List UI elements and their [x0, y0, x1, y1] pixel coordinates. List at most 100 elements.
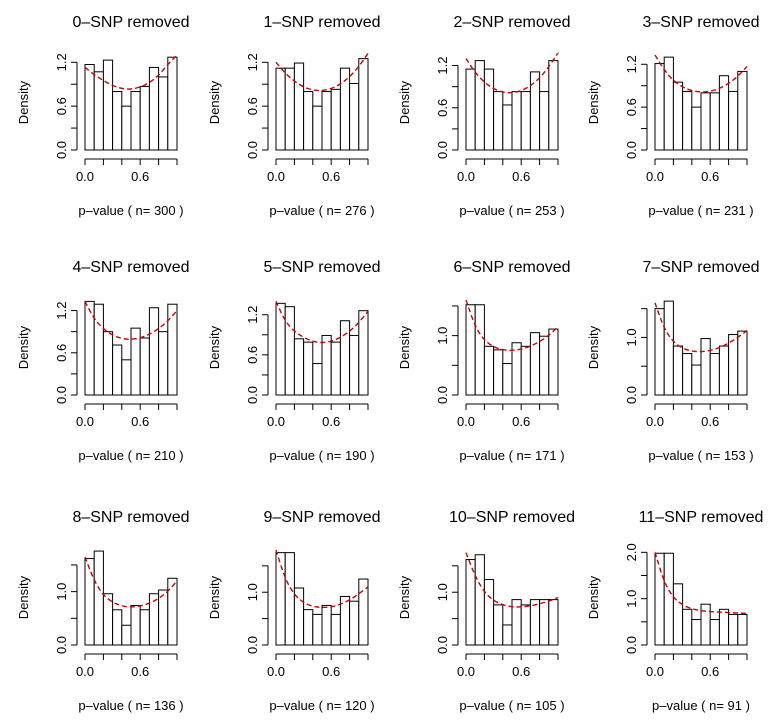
histogram-bar: [349, 83, 360, 151]
y-tick-label: 0.0: [435, 386, 450, 404]
density-fit-line: [275, 53, 369, 92]
histogram-bar: [718, 345, 730, 396]
x-tick-label: 0.6: [322, 169, 340, 184]
histogram-bar: [303, 91, 314, 151]
density-fit-line: [84, 54, 178, 90]
histogram-bar: [539, 599, 550, 646]
histogram-bar: [529, 71, 541, 151]
histogram-bar: [102, 59, 114, 151]
histogram-bar: [358, 310, 369, 396]
histogram-bar: [167, 303, 178, 396]
histogram-bar: [321, 334, 332, 396]
histogram-bar: [728, 334, 739, 396]
histogram-bar: [130, 605, 141, 646]
density-fit-line: [654, 552, 748, 615]
histogram-bar: [84, 558, 95, 646]
histogram-bar: [321, 604, 332, 646]
histogram-bar: [139, 337, 150, 396]
histogram-bar: [672, 583, 684, 646]
histogram-bar: [330, 341, 341, 396]
histogram-panel-9: 9–SNP removed Density p–value ( n= 120 ) 0.…: [207, 509, 381, 713]
histogram-bar: [700, 92, 711, 151]
histogram-bar: [284, 306, 295, 396]
histogram-bar: [112, 609, 123, 646]
histogram-bar: [148, 307, 160, 396]
density-fit-line: [465, 552, 559, 608]
y-tick-label: 0.0: [624, 636, 639, 654]
histogram-bar: [303, 609, 314, 646]
histogram-bar: [312, 105, 323, 151]
histogram-bar: [284, 552, 295, 646]
y-tick-label: 0.0: [245, 141, 260, 159]
density-fit-line: [654, 302, 748, 353]
histogram-bar: [321, 91, 332, 151]
histogram-bar: [502, 104, 513, 151]
y-axis-label: Density: [207, 80, 222, 124]
histogram-bar: [167, 56, 178, 151]
histogram-bar: [539, 335, 550, 396]
histogram-bar: [483, 68, 495, 151]
histogram-bar: [330, 88, 341, 151]
y-tick-label: 1.2: [54, 53, 69, 71]
histogram-bar: [502, 624, 513, 646]
panel-title: 10–SNP removed: [449, 509, 575, 526]
x-axis-label: p–value ( n= 210 ): [78, 448, 183, 463]
density-fit-line: [84, 301, 178, 340]
x-axis-label: p–value ( n= 300 ): [78, 203, 183, 218]
y-axis-label: Density: [586, 575, 601, 619]
x-tick-label: 0.0: [76, 414, 94, 429]
x-tick-label: 0.6: [701, 169, 719, 184]
y-tick-label: 0.0: [435, 636, 450, 654]
y-tick-label: 1.2: [54, 302, 69, 320]
histogram-bar: [682, 90, 693, 151]
y-tick-label: 0.6: [245, 97, 260, 115]
x-tick-label: 0.0: [646, 169, 664, 184]
histogram-panel-3: 3–SNP removed Density p–value ( n= 231 ) 0.…: [586, 14, 760, 218]
x-axis-label: p–value ( n= 136 ): [78, 698, 183, 713]
histogram-bar: [339, 320, 351, 396]
y-tick-label: 0.0: [624, 141, 639, 159]
histogram-bar: [358, 58, 369, 151]
histogram-bar: [539, 91, 550, 151]
y-tick-label: 0.0: [435, 141, 450, 159]
histogram-bar: [93, 71, 104, 151]
histogram-bar: [502, 363, 513, 396]
y-tick-label: 1.2: [624, 55, 639, 73]
x-tick-label: 0.6: [512, 664, 530, 679]
y-axis-label: Density: [16, 80, 31, 124]
x-tick-label: 0.6: [322, 414, 340, 429]
panel-title: 5–SNP removed: [263, 259, 380, 276]
histogram-bar: [718, 608, 730, 646]
histogram-bar: [167, 577, 178, 646]
y-tick-label: 0.0: [54, 386, 69, 404]
histogram-bar: [709, 619, 720, 646]
histogram-bar: [84, 300, 95, 396]
y-tick-label: 1.0: [435, 327, 450, 345]
histogram-bar: [121, 105, 132, 151]
histogram-bar: [672, 345, 684, 396]
x-tick-label: 0.6: [701, 414, 719, 429]
panel-title: 8–SNP removed: [72, 509, 189, 526]
histogram-bar: [312, 363, 323, 396]
histogram-bar: [691, 619, 702, 646]
x-tick-label: 0.0: [646, 414, 664, 429]
y-axis-label: Density: [16, 325, 31, 369]
histogram-bar: [474, 304, 485, 396]
histogram-panel-10: 10–SNP removed Density p–value ( n= 105 ) 0…: [397, 509, 575, 713]
y-tick-label: 1.2: [435, 57, 450, 75]
histogram-bar: [728, 90, 739, 151]
density-fit-line: [654, 54, 748, 93]
panel-title: 0–SNP removed: [72, 14, 189, 31]
y-tick-label: 1.0: [245, 583, 260, 601]
x-tick-label: 0.6: [512, 169, 530, 184]
histogram-bar: [654, 63, 665, 151]
histogram-bar: [275, 67, 286, 151]
x-tick-label: 0.6: [131, 169, 149, 184]
y-tick-label: 0.6: [54, 97, 69, 115]
x-axis-label: p–value ( n= 276 ): [269, 203, 374, 218]
y-tick-label: 0.6: [245, 346, 260, 364]
histogram-panel-7: 7–SNP removed Density p–value ( n= 153 ) 0.…: [586, 259, 760, 463]
histogram-bar: [520, 345, 531, 396]
y-axis-label: Density: [586, 325, 601, 369]
y-tick-label: 0.0: [54, 141, 69, 159]
